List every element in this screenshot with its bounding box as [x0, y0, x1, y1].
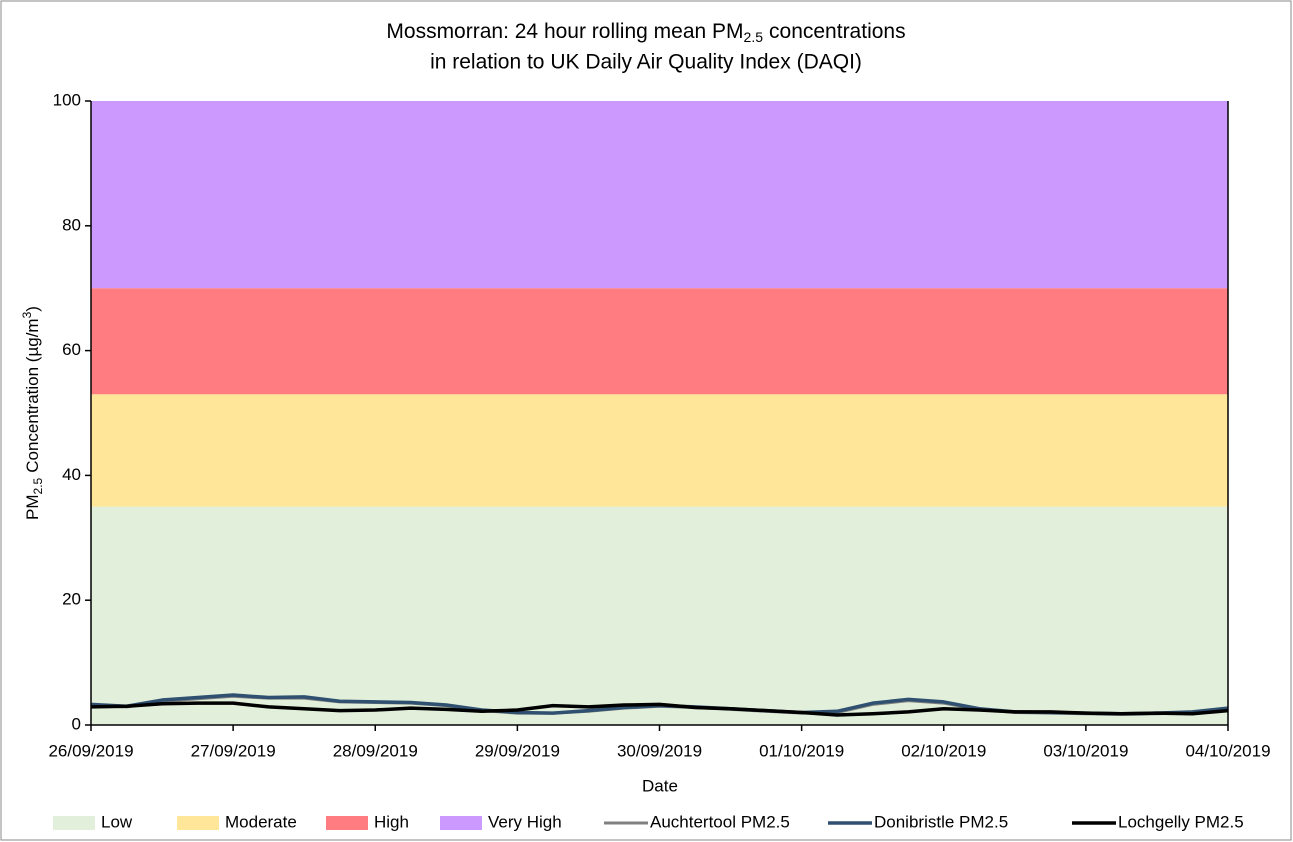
y-tick-label: 100 — [53, 90, 81, 109]
aqi-band — [91, 101, 1228, 289]
x-tick-label: 28/09/2019 — [333, 741, 418, 760]
legend-swatch — [326, 816, 368, 830]
x-axis-label: Date — [642, 776, 678, 795]
legend-swatch — [53, 816, 95, 830]
x-tick-label: 03/10/2019 — [1043, 741, 1128, 760]
x-tick-label: 01/10/2019 — [759, 741, 844, 760]
x-tick-label: 02/10/2019 — [901, 741, 986, 760]
y-tick-label: 20 — [62, 590, 81, 609]
y-tick-label: 40 — [62, 465, 81, 484]
x-tick-label: 04/10/2019 — [1185, 741, 1270, 760]
legend-label: Very High — [488, 812, 562, 831]
y-tick-label: 60 — [62, 340, 81, 359]
y-label-subscript: 2.5 — [31, 477, 45, 494]
y-tick-label: 0 — [72, 714, 81, 733]
legend-swatch — [440, 816, 482, 830]
x-tick-label: 26/09/2019 — [48, 741, 133, 760]
x-tick-label: 27/09/2019 — [191, 741, 276, 760]
title-text: concentrations — [769, 20, 906, 43]
y-label-text: PM — [23, 494, 42, 520]
legend-label: Low — [101, 812, 133, 831]
legend-label: Auchtertool PM2.5 — [650, 812, 790, 831]
y-label-superscript: 3 — [20, 311, 34, 318]
aqi-band — [91, 288, 1228, 395]
y-tick-label: 80 — [62, 215, 81, 234]
x-tick-label: 30/09/2019 — [617, 741, 702, 760]
y-label-text: ) — [23, 306, 42, 312]
legend-label: Donibristle PM2.5 — [874, 812, 1008, 831]
legend-label: Moderate — [225, 812, 297, 831]
chart-title: Mossmorran: 24 hour rolling mean PM2.5 co… — [386, 20, 905, 45]
legend-label: High — [374, 812, 409, 831]
y-axis-label: PM2.5 Concentration (µg/m3) — [20, 306, 45, 520]
title-subscript: 2.5 — [744, 29, 764, 45]
aqi-band — [91, 394, 1228, 507]
legend-label: Lochgelly PM2.5 — [1118, 812, 1244, 831]
chart-title: in relation to UK Daily Air Quality Inde… — [430, 51, 862, 74]
x-tick-label: 29/09/2019 — [475, 741, 560, 760]
legend-swatch — [177, 816, 219, 830]
title-text: Mossmorran: 24 hour rolling mean PM — [386, 20, 743, 43]
aqi-band — [91, 506, 1228, 725]
series-line — [90, 701, 1229, 717]
y-label-text: Concentration (µg/m — [23, 318, 42, 472]
